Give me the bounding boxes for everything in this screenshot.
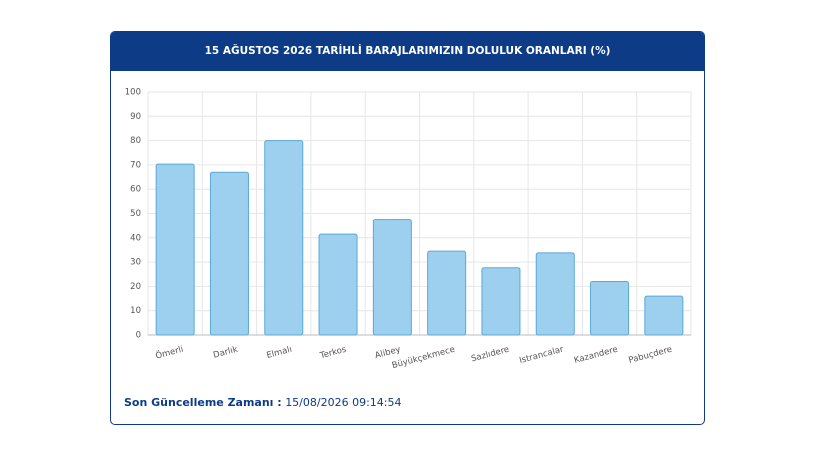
bar	[318, 233, 358, 336]
chart: 0 10 20 30 40 50 60 70 80 90 100 Ömerli Darlık Elmalı…	[125, 88, 692, 371]
bar	[209, 171, 249, 336]
y-tick-label: 70	[130, 160, 141, 170]
bar	[372, 219, 412, 336]
footer-label: Son Güncelleme Zamanı :	[124, 396, 282, 409]
x-tick-label: Istrancalar	[518, 345, 565, 367]
bar	[644, 295, 684, 336]
x-tick-label: Kazandere	[573, 345, 619, 366]
x-tick-label: Elmalı	[266, 345, 294, 361]
chart-title: 15 AĞUSTOS 2026 TARİHLİ BARAJLARIMIZIN D…	[111, 32, 704, 71]
footer: Son Güncelleme Zamanı : 15/08/2026 09:14…	[124, 396, 402, 409]
bar	[264, 140, 304, 336]
y-tick-label: 50	[130, 209, 141, 219]
x-tick-label: Darlık	[212, 345, 239, 361]
y-tick-label: 0	[136, 331, 141, 341]
y-tick-label: 60	[130, 185, 141, 195]
y-tick-label: 40	[130, 233, 141, 243]
x-tick-label: Ömerli	[154, 344, 184, 362]
bar	[535, 252, 575, 336]
y-tick-label: 30	[130, 258, 141, 268]
bar	[590, 281, 630, 336]
bar	[427, 250, 467, 336]
bar	[155, 163, 195, 336]
bar	[481, 267, 521, 336]
y-tick-label: 80	[130, 136, 141, 146]
x-tick-label: Sazlıdere	[470, 345, 510, 365]
y-tick-label: 10	[130, 306, 141, 316]
card: 15 AĞUSTOS 2026 TARİHLİ BARAJLARIMIZIN D…	[110, 31, 705, 425]
y-tick-label: 20	[130, 282, 141, 292]
y-tick-label: 90	[130, 112, 141, 122]
x-tick-label: Büyükçekmece	[391, 345, 456, 371]
x-tick-label: Pabuçdere	[628, 345, 674, 366]
y-tick-label: 100	[125, 88, 141, 98]
x-tick-label: Terkos	[318, 345, 348, 362]
footer-value: 15/08/2026 09:14:54	[285, 396, 402, 409]
